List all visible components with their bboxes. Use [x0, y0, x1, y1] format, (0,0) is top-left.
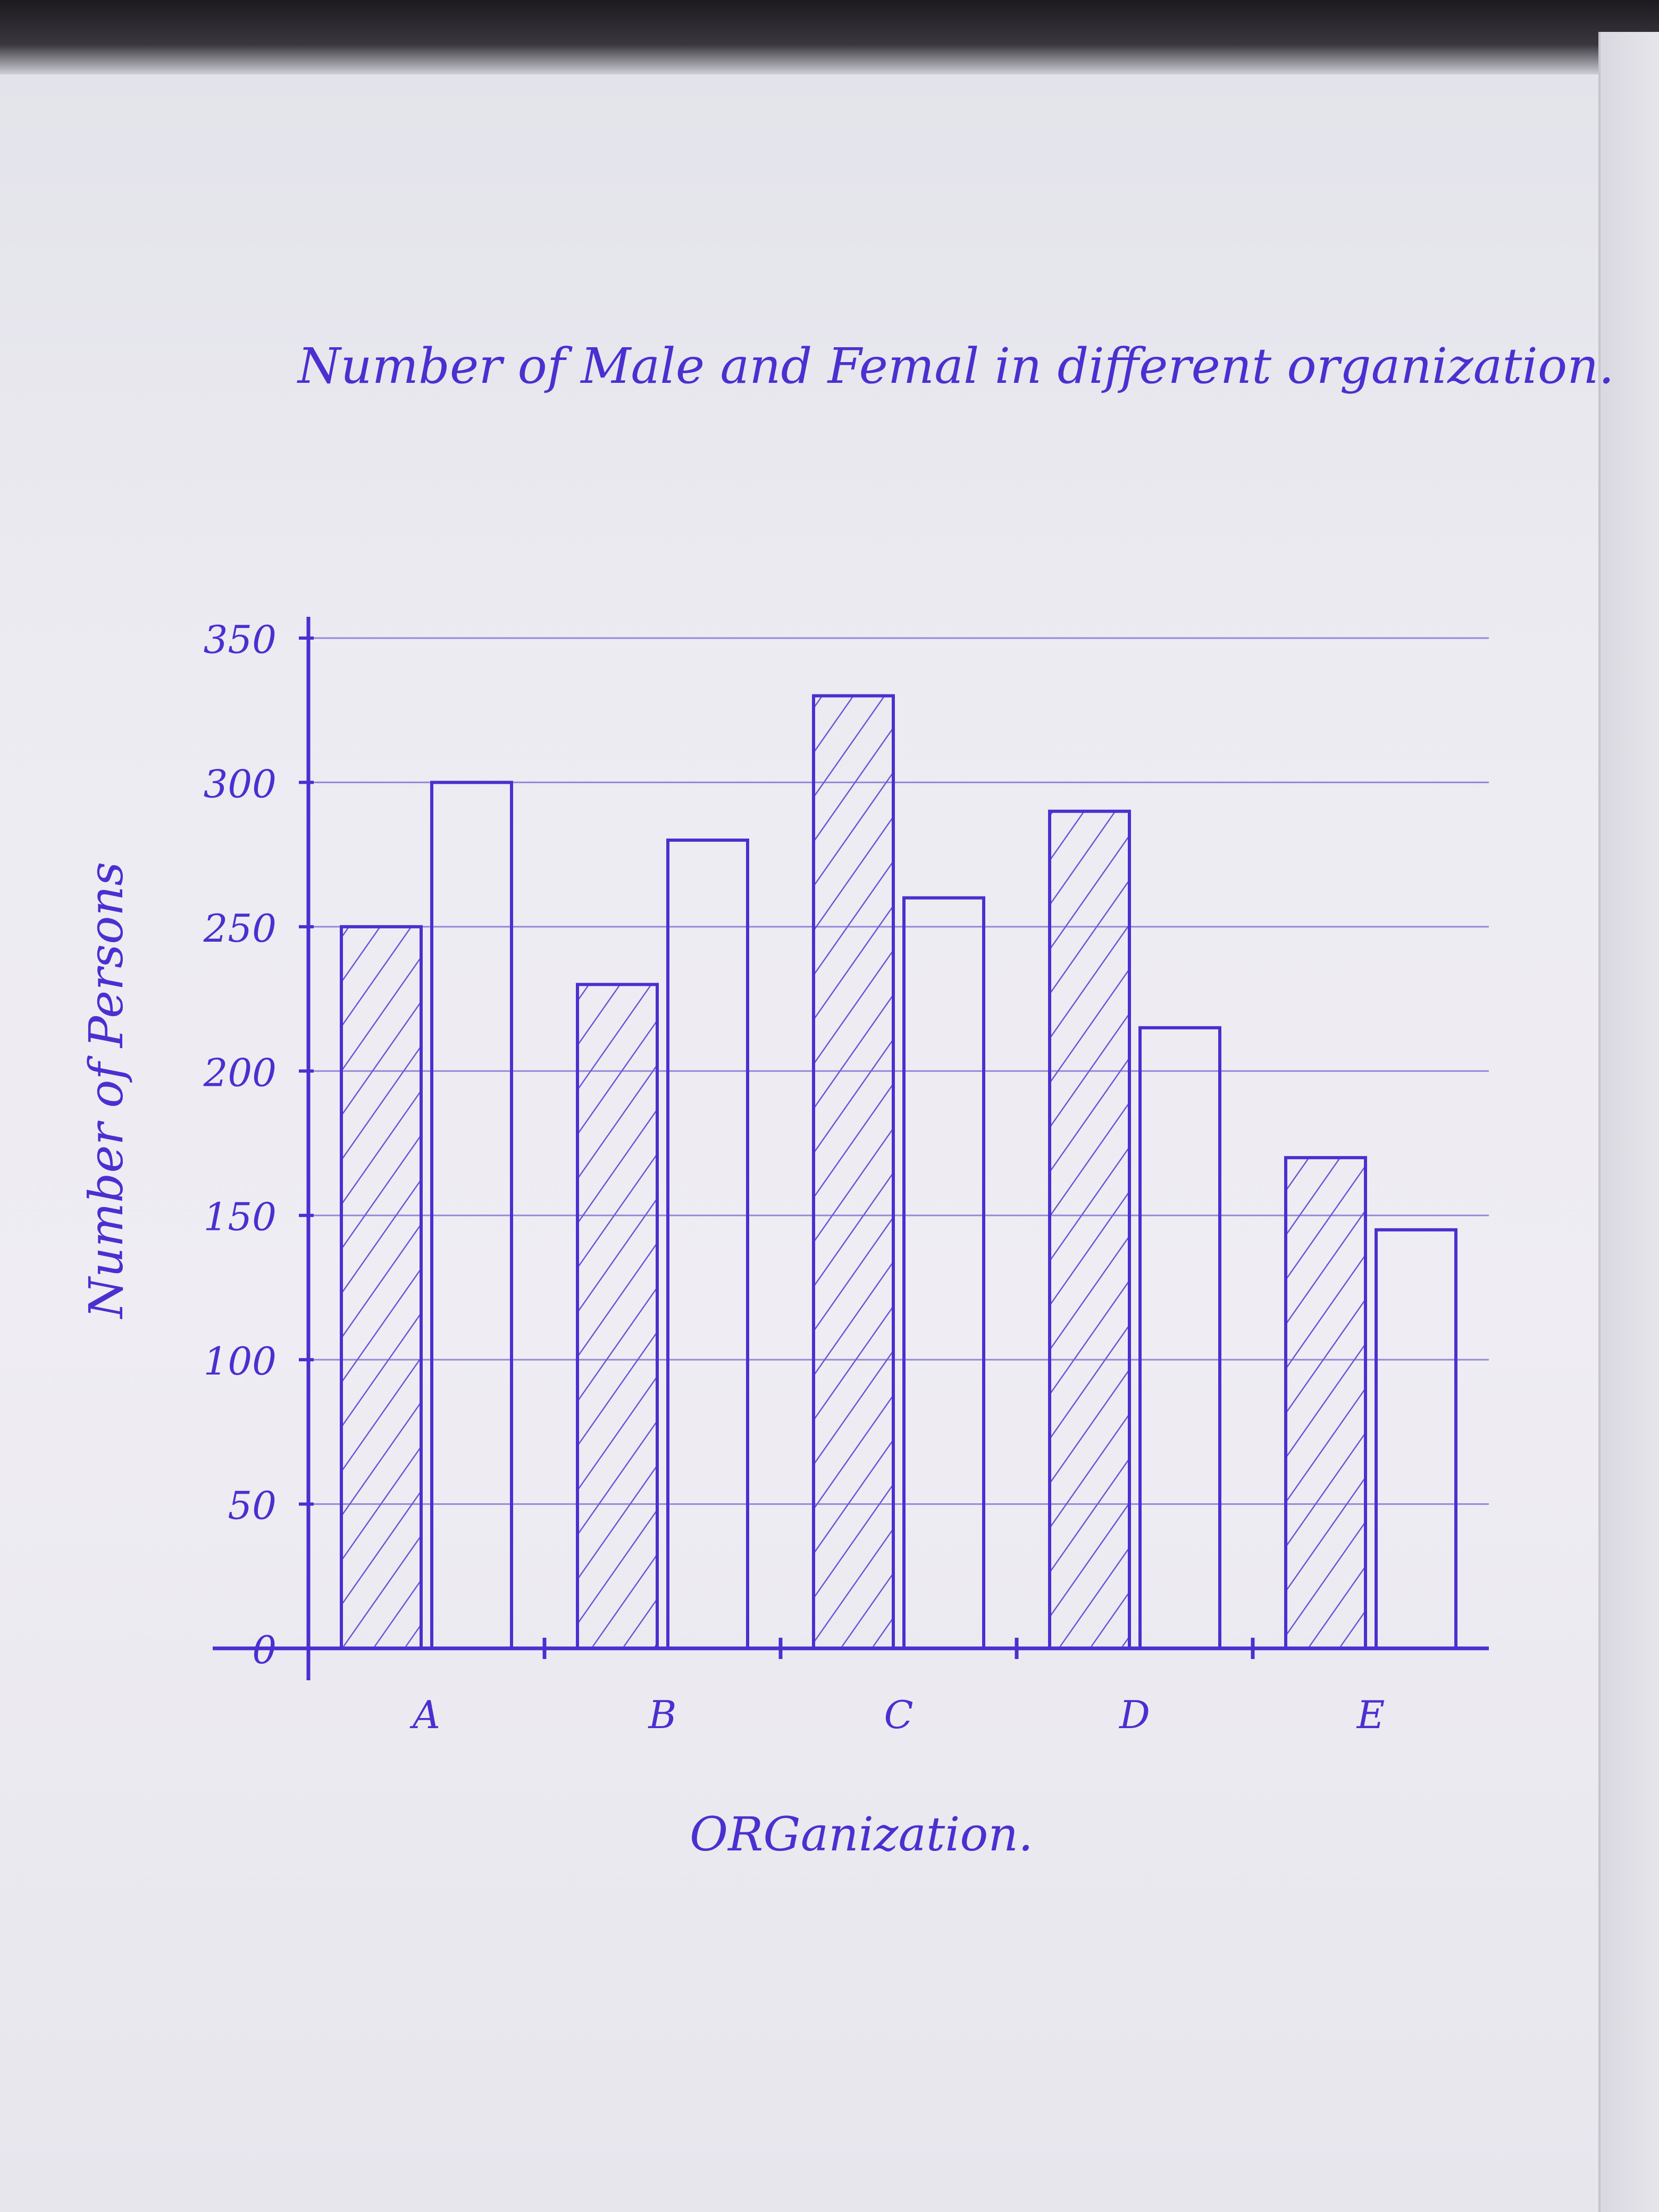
bar-E-series2: [1375, 1228, 1457, 1650]
bar-D-series2: [1138, 1026, 1221, 1650]
bar-A-series1: [340, 925, 423, 1650]
y-tick-label-200: 200: [203, 1050, 276, 1095]
x-tick-label-D: D: [1118, 1692, 1150, 1737]
y-tick-label-50: 50: [228, 1484, 276, 1528]
x-axis-label: ORGanization.: [690, 1807, 1033, 1862]
x-tick-label-E: E: [1356, 1692, 1385, 1737]
x-tick-label-C: C: [884, 1692, 913, 1737]
x-tick-label-A: A: [409, 1692, 440, 1737]
y-tick-labels: 0 50 100 150 200 250 300 350: [203, 617, 276, 1672]
y-tick-label-250: 250: [203, 906, 276, 951]
bar-B-series1: [576, 983, 659, 1650]
bar-A-series2: [430, 781, 513, 1650]
x-tick-label-B: B: [648, 1692, 677, 1737]
bar-B-series2: [666, 839, 749, 1650]
x-tick-labels: A B C D E: [409, 1692, 1385, 1737]
y-tick-label-150: 150: [204, 1195, 276, 1239]
bar-E-series1: [1284, 1156, 1367, 1650]
bar-C-series2: [902, 896, 985, 1650]
background-edge: [0, 0, 1659, 74]
y-tick-label-100: 100: [204, 1339, 276, 1384]
y-tick-label-300: 300: [204, 761, 276, 806]
bar-D-series1: [1048, 809, 1131, 1650]
y-tick-label-0: 0: [252, 1628, 276, 1672]
y-axis-label: Number of Persons: [79, 862, 133, 1319]
y-tick-label-350: 350: [204, 617, 276, 662]
bars: [340, 694, 1457, 1650]
chart-title: Number of Male and Femal in different or…: [297, 338, 1614, 395]
next-page-edge: [1598, 32, 1659, 2212]
bar-C-series1: [812, 694, 895, 1650]
